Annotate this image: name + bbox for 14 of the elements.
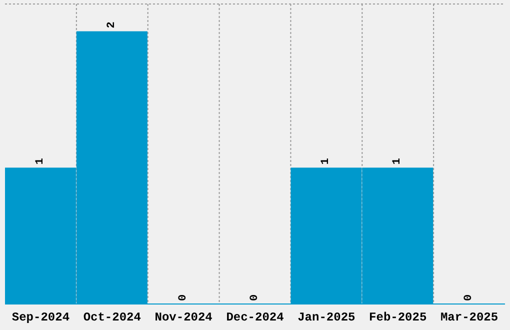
x-tick-label: Jan-2025	[298, 310, 356, 325]
x-tick-label: Dec-2024	[226, 310, 284, 325]
data-label: 0	[248, 294, 261, 301]
data-label: 1	[320, 158, 332, 165]
x-tick-label: Mar-2025	[440, 310, 498, 325]
data-label: 0	[463, 294, 476, 301]
data-label: 2	[106, 22, 118, 28]
data-label: 0	[177, 294, 190, 301]
x-tick-label: Feb-2025	[369, 310, 427, 325]
data-label: 1	[34, 158, 46, 165]
x-tick-label: Nov-2024	[154, 310, 212, 325]
x-tick-label: Sep-2024	[12, 310, 70, 325]
x-tick-label: Oct-2024	[83, 310, 141, 325]
data-label: 1	[392, 158, 404, 165]
